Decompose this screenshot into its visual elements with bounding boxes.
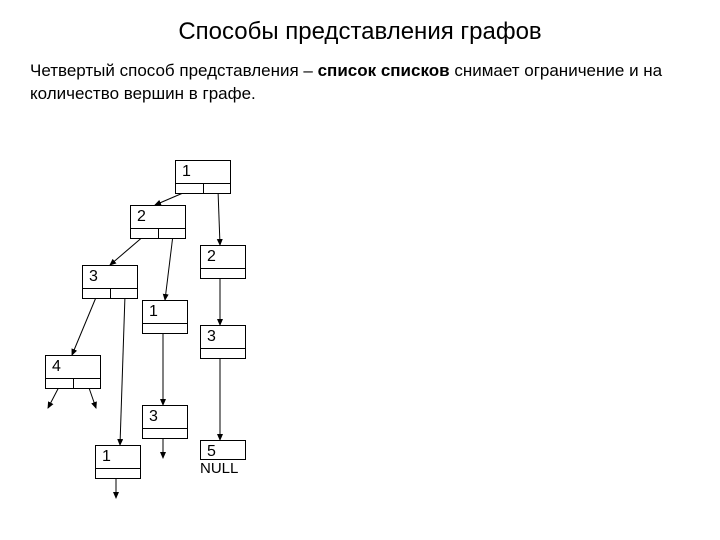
- pointer-cells: [46, 378, 100, 388]
- desc-bold: список списков: [318, 61, 450, 80]
- node-label: 2: [137, 208, 146, 226]
- arrow: [165, 235, 173, 300]
- node-label: 5: [207, 443, 216, 461]
- desc-prefix: Четвертый способ представления –: [30, 61, 318, 80]
- node-label: 1: [102, 448, 111, 466]
- node-label: 3: [207, 328, 216, 346]
- pointer-cells: [143, 428, 187, 438]
- node-n1c: 1: [95, 445, 141, 479]
- pointer-cells: [201, 348, 245, 358]
- node-label: 2: [207, 248, 216, 266]
- pointer-cells: [83, 288, 137, 298]
- arrow: [120, 295, 125, 445]
- node-n3c: 3: [142, 405, 188, 439]
- description: Четвертый способ представления – список …: [0, 46, 720, 106]
- node-label: 4: [52, 358, 61, 376]
- pointer-cells: [143, 323, 187, 333]
- node-n2a: 2: [130, 205, 186, 239]
- pointer-cells: [131, 228, 185, 238]
- node-label: 1: [182, 163, 191, 181]
- node-label: 3: [149, 408, 158, 426]
- node-n2b: 2: [200, 245, 246, 279]
- node-label: 1: [149, 303, 158, 321]
- arrow: [72, 295, 97, 355]
- arrow: [110, 235, 145, 265]
- pointer-cells: [176, 183, 230, 193]
- node-n5: 5: [200, 440, 246, 460]
- node-n3b: 3: [200, 325, 246, 359]
- pointer-cells: [201, 268, 245, 278]
- arrow: [218, 190, 220, 245]
- pointer-cells: [96, 468, 140, 478]
- node-n4: 4: [45, 355, 101, 389]
- diagram-canvas: 1 2 2 3 1 3 4 3 1 5 NULL: [0, 150, 720, 530]
- node-label: 3: [89, 268, 98, 286]
- node-n1: 1: [175, 160, 231, 194]
- node-n1b: 1: [142, 300, 188, 334]
- page-title: Способы представления графов: [0, 0, 720, 46]
- null-label: NULL: [200, 460, 238, 477]
- node-n3a: 3: [82, 265, 138, 299]
